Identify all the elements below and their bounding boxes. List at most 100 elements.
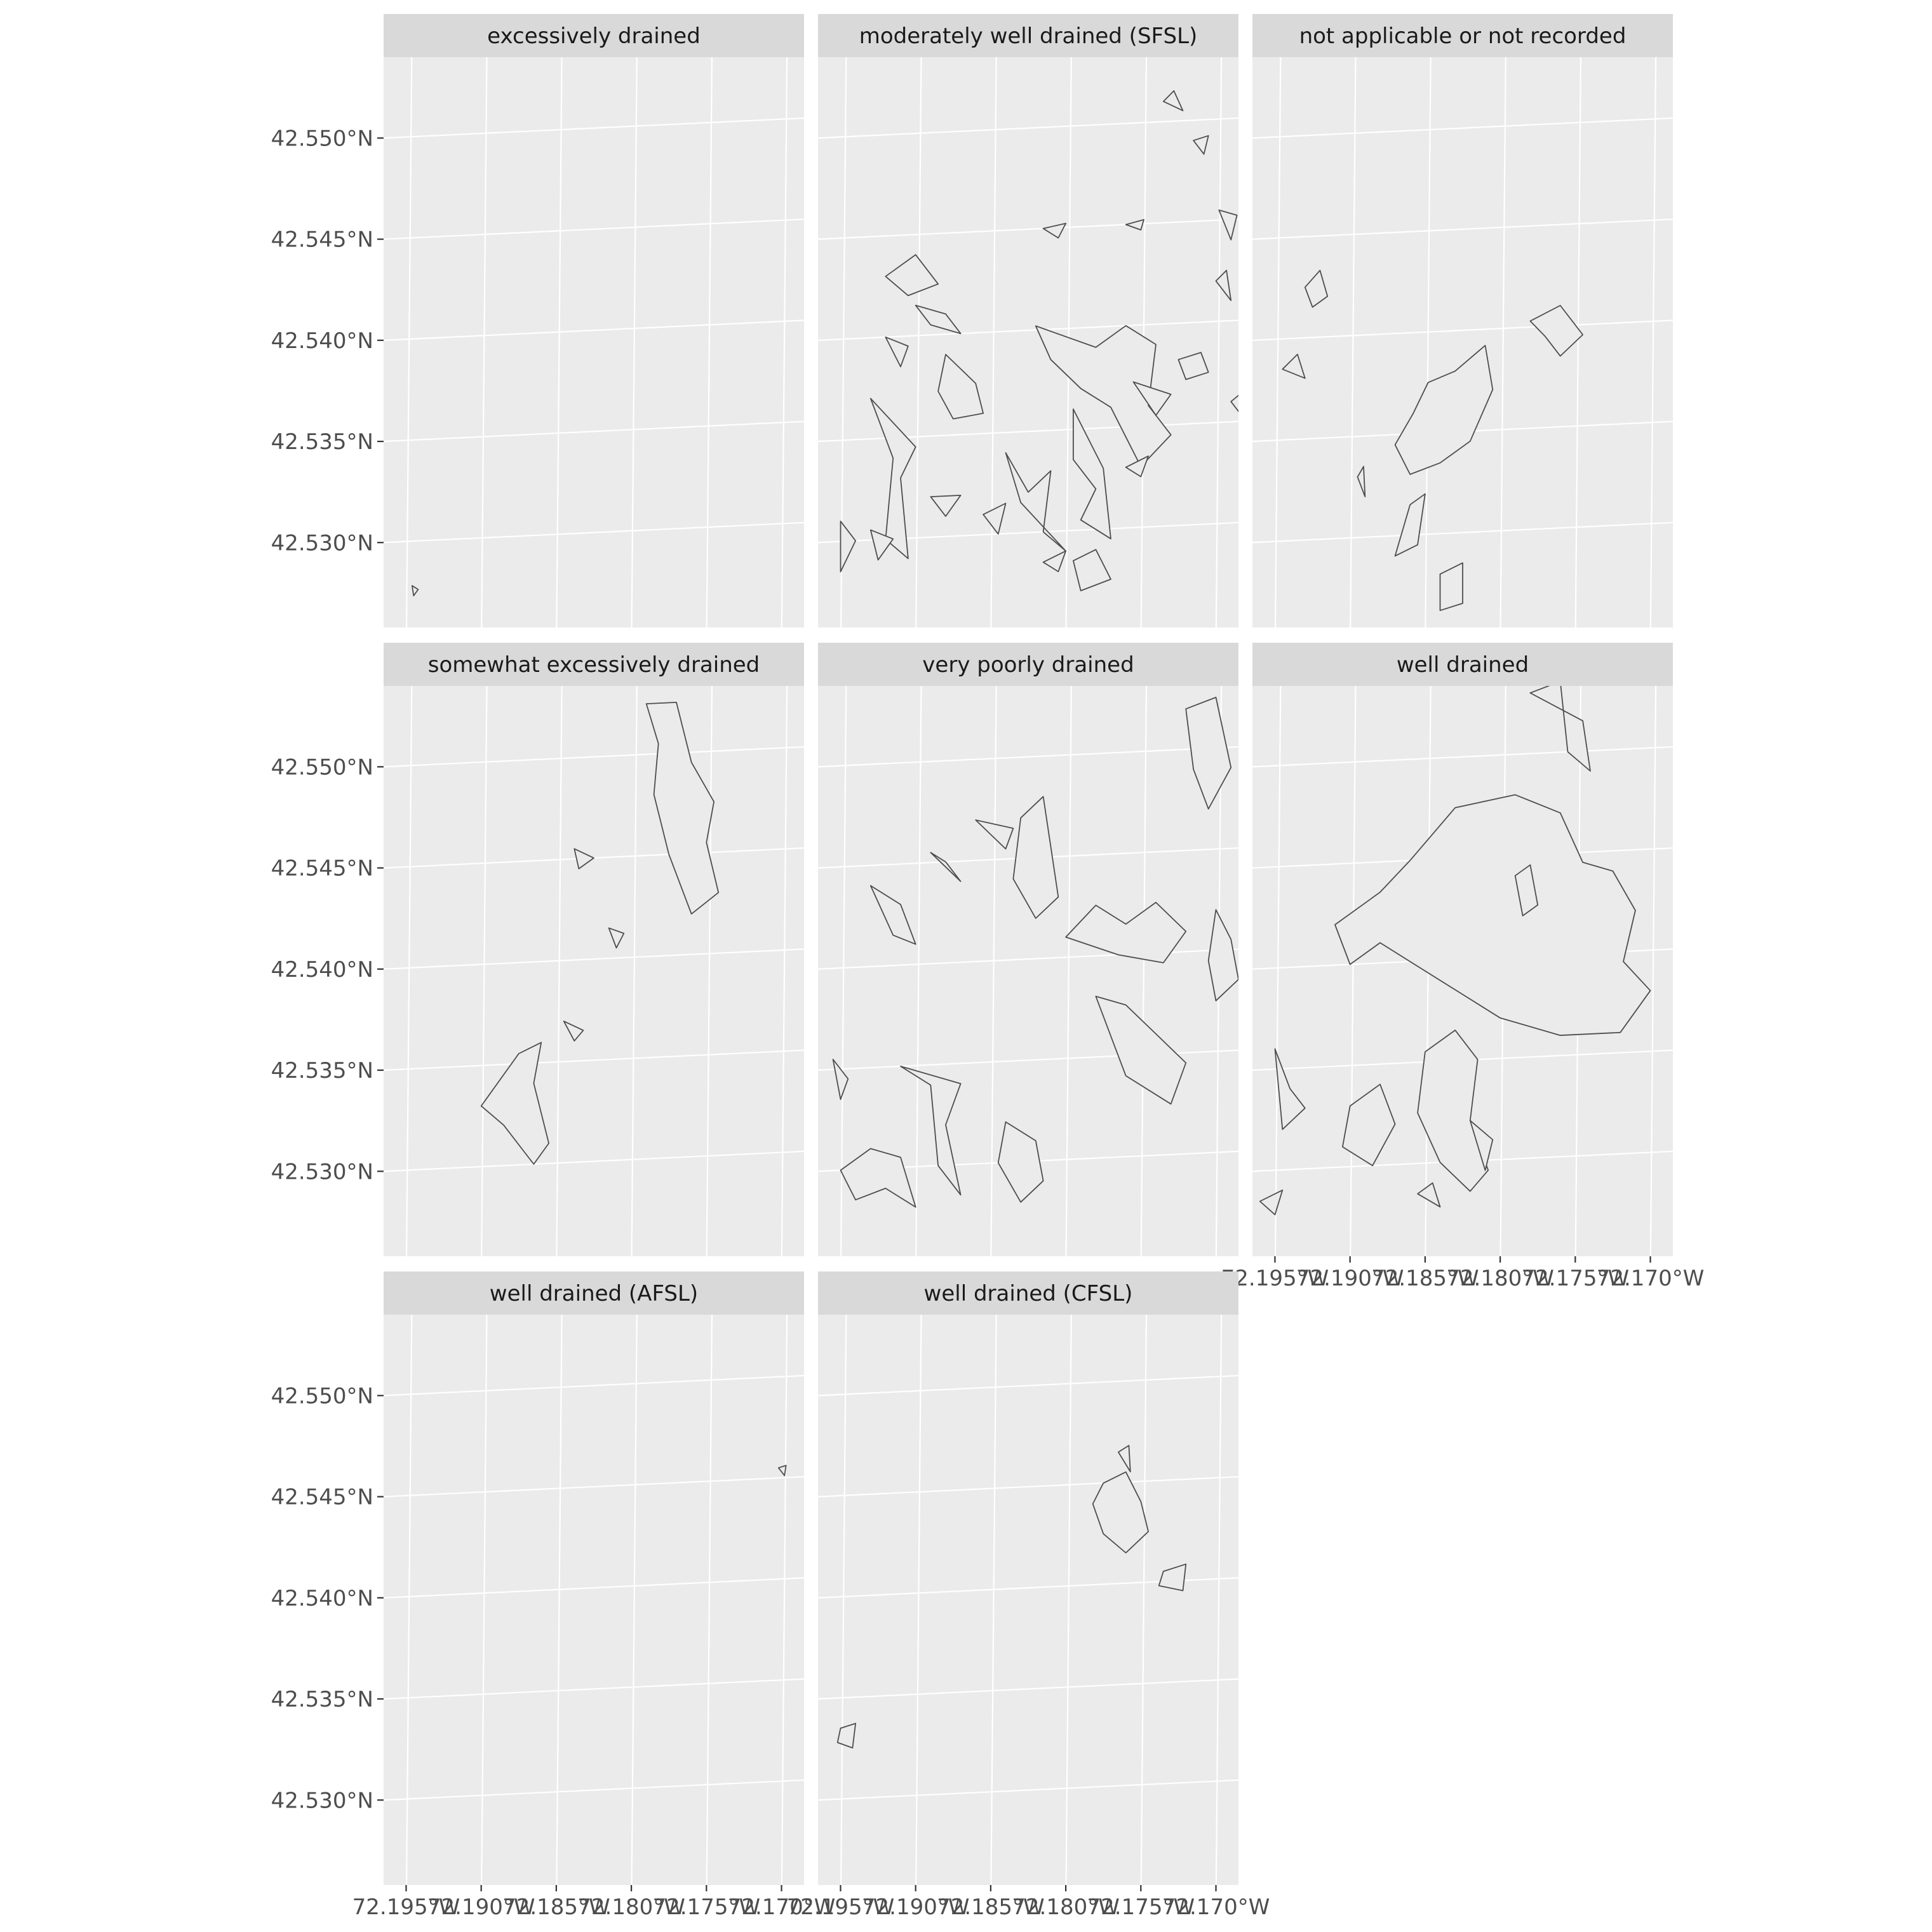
soil-polygon [885, 336, 909, 368]
soil-polygon [1162, 90, 1184, 112]
x-tick-label: 72.185°W [502, 1895, 610, 1920]
y-tick-label: 42.545°N [271, 227, 373, 253]
facet-panel: well drained72.195°W72.190°W72.185°W72.1… [1221, 643, 1705, 1291]
soil-polygon [608, 927, 625, 949]
lon-gridline [631, 686, 638, 1256]
soil-polygon [645, 702, 720, 915]
soil-polygon [1218, 209, 1238, 241]
lon-gridline [1140, 1315, 1148, 1885]
y-tick-label: 42.550°N [271, 755, 373, 780]
lon-gridline [1574, 57, 1582, 627]
lon-gridline [706, 1315, 713, 1885]
x-tick-label: 72.185°W [1371, 1266, 1479, 1291]
soil-polygon [869, 398, 916, 560]
x-tick-label: 72.175°W [1087, 1895, 1195, 1920]
lat-gridline [818, 319, 1238, 341]
x-tick-label: 72.175°W [1522, 1266, 1630, 1291]
soil-polygon [1012, 796, 1059, 919]
lon-gridline [1065, 57, 1072, 627]
lon-gridline [915, 686, 922, 1256]
lon-gridline [405, 686, 413, 1256]
lon-gridline [1350, 57, 1357, 627]
y-tick-label: 42.550°N [271, 1383, 373, 1409]
x-tick-label: 72.180°W [1446, 1266, 1554, 1291]
lat-gridline [384, 1049, 804, 1071]
lon-gridline [556, 686, 563, 1256]
lon-gridline [781, 1315, 788, 1885]
soil-polygon [1073, 408, 1111, 540]
soil-polygon [1259, 1190, 1284, 1216]
soil-polygon [1125, 218, 1144, 231]
soil-polygon [840, 1148, 916, 1208]
facet-strip [818, 1271, 1238, 1315]
graticule [384, 686, 804, 1256]
soil-polygon [1417, 1030, 1489, 1192]
lon-gridline [1649, 57, 1657, 627]
lat-gridline [384, 1374, 804, 1397]
lat-gridline [384, 117, 804, 139]
lat-gridline [1252, 521, 1673, 544]
soil-polygon [836, 1722, 856, 1749]
soil-polygon [412, 585, 419, 596]
lon-gridline [840, 686, 847, 1256]
soil-polygon [480, 1042, 549, 1165]
lat-gridline [384, 948, 804, 970]
lon-gridline [990, 1315, 997, 1885]
lon-gridline [915, 57, 922, 627]
facet-panel: excessively drained 42.530°N 42.535°N 42.54… [271, 14, 804, 627]
soil-polygon [975, 819, 1014, 850]
soil-polygon [1118, 1445, 1131, 1473]
lon-gridline [706, 686, 713, 1256]
graticule [384, 1315, 804, 1885]
soil-polygons [840, 90, 1238, 591]
soil-polygon [1341, 1083, 1396, 1167]
lat-gridline [1252, 117, 1673, 139]
soil-polygon [937, 354, 984, 420]
facet-panel: well drained (AFSL) 42.530°N 42.535°N 42.54… [271, 1271, 835, 1920]
soil-polygon [1304, 269, 1329, 308]
soil-polygons [1282, 269, 1584, 612]
y-tick-label: 42.530°N [271, 530, 373, 556]
y-tick-label: 42.540°N [271, 957, 373, 983]
soil-polygon [840, 520, 856, 573]
x-tick-label: 72.180°W [577, 1895, 685, 1920]
lon-gridline [1065, 686, 1072, 1256]
soil-polygon [915, 304, 962, 335]
x-tick-label: 72.170°W [1597, 1266, 1705, 1291]
soil-polygon [1469, 1120, 1494, 1171]
lat-gridline [1252, 746, 1673, 768]
lon-gridline [990, 686, 997, 1256]
soil-polygon [1193, 135, 1209, 155]
lat-gridline [384, 1779, 804, 1801]
facet-label: excessively drained [487, 23, 701, 49]
facet-label: well drained (CFSL) [924, 1281, 1133, 1306]
y-tick-label: 42.535°N [271, 1687, 373, 1712]
soil-polygon [1177, 352, 1209, 380]
lon-gridline [1499, 57, 1506, 627]
lat-gridline [1252, 319, 1673, 341]
facet-panel: somewhat excessively drained 42.530°N 42.5… [271, 643, 804, 1256]
facet-label: well drained (AFSL) [490, 1281, 698, 1306]
soil-polygon [1417, 1182, 1441, 1208]
soil-polygon [930, 852, 962, 882]
lon-gridline [405, 57, 413, 627]
facet-label: moderately well drained (SFSL) [859, 23, 1198, 49]
soil-polygon [900, 1066, 962, 1196]
lon-gridline [1350, 686, 1357, 1256]
soil-polygon [777, 1465, 787, 1477]
soil-polygon [1282, 354, 1306, 379]
soil-polygon [1185, 697, 1232, 810]
y-tick-label: 42.530°N [271, 1788, 373, 1813]
soil-polygon [1005, 452, 1066, 552]
lon-gridline [481, 1315, 488, 1885]
lat-gridline [818, 218, 1238, 240]
lon-gridline [481, 57, 488, 627]
facet-strip [384, 1271, 804, 1315]
lon-gridline [405, 1315, 413, 1885]
facet-label: somewhat excessively drained [428, 652, 760, 678]
lon-gridline [1215, 57, 1223, 627]
soil-polygon [1357, 466, 1366, 497]
y-tick-label: 42.540°N [271, 1586, 373, 1611]
soil-polygon [1125, 455, 1149, 478]
